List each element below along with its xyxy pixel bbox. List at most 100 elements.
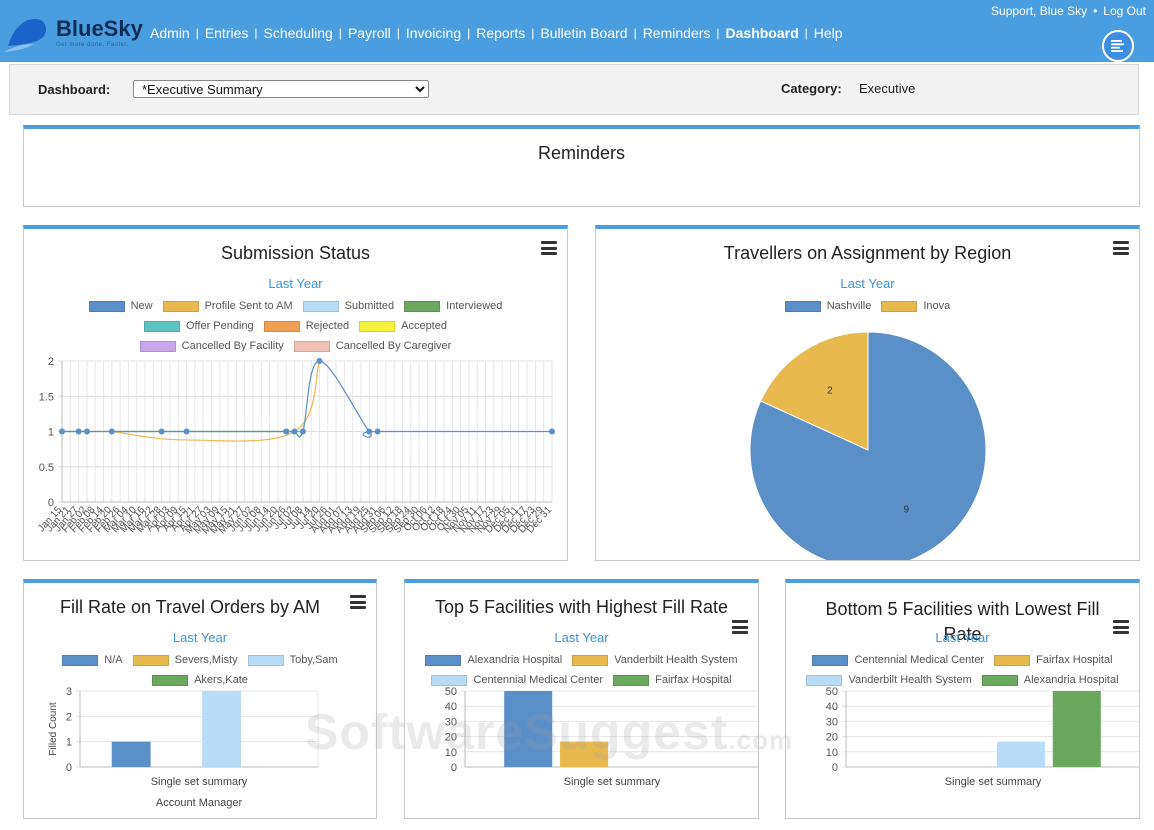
nav-scheduling[interactable]: Scheduling — [263, 25, 333, 41]
data-point[interactable] — [183, 428, 190, 435]
legend-swatch — [431, 674, 468, 686]
top5-facilities-subtitle: Last Year — [554, 630, 609, 645]
data-point[interactable] — [549, 428, 555, 435]
legend-item[interactable]: Vanderbilt Health System — [572, 650, 738, 670]
data-point[interactable] — [108, 428, 115, 435]
logout-link[interactable]: Log Out — [1103, 4, 1146, 18]
legend-item[interactable]: Profile Sent to AM — [162, 296, 293, 316]
dashboard-label: Dashboard: — [38, 82, 111, 97]
nav-separator: | — [633, 26, 637, 40]
series-line-profile-sent-to-am[interactable] — [111, 360, 321, 442]
data-point[interactable] — [158, 428, 165, 435]
legend-item[interactable]: Centennial Medical Center — [431, 670, 603, 690]
data-point[interactable] — [366, 428, 373, 435]
legend-label: Akers,Kate — [194, 674, 248, 686]
data-point[interactable] — [59, 428, 65, 435]
bar-vanderbilt-health-system[interactable] — [560, 741, 609, 767]
pie-value-label: 9 — [903, 505, 909, 516]
bar-alexandria-hospital[interactable] — [1052, 691, 1101, 767]
nav-invoicing[interactable]: Invoicing — [405, 25, 462, 41]
bluesky-logo-icon — [4, 19, 47, 52]
data-point[interactable] — [283, 428, 290, 435]
list-menu-button[interactable] — [1102, 30, 1134, 62]
legend-label: Inova — [923, 300, 951, 312]
bar-vanderbilt-health-system[interactable] — [996, 741, 1045, 767]
legend-item[interactable]: Severs,Misty — [132, 650, 238, 670]
y-tick-label: 2 — [48, 356, 54, 368]
bar-alexandria-hospital[interactable] — [504, 691, 553, 767]
nav-help[interactable]: Help — [813, 25, 843, 41]
legend-item[interactable]: Nashville — [784, 296, 872, 316]
top5-facilities-title: Top 5 Facilities with Highest Fill Rate — [434, 597, 729, 617]
nav-dashboard[interactable]: Dashboard — [725, 25, 799, 41]
nav-bulletin-board[interactable]: Bulletin Board — [540, 25, 628, 41]
bar-n-a[interactable] — [111, 741, 151, 767]
legend-swatch — [293, 340, 330, 352]
legend-item[interactable]: Fairfax Hospital — [613, 670, 732, 690]
nav-reports[interactable]: Reports — [476, 25, 526, 41]
legend-swatch — [881, 300, 918, 312]
chart-menu-icon[interactable] — [732, 620, 748, 634]
submission-status-panel: Submission Status Last Year New Profile S… — [23, 225, 568, 561]
nav-admin[interactable]: Admin — [150, 25, 190, 41]
legend-item[interactable]: Toby,Sam — [247, 650, 338, 670]
legend-item[interactable]: Accepted — [359, 316, 447, 336]
top5-facilities-bar-chart: 0 10 20 30 40 50 Single set summary — [445, 687, 758, 788]
bluesky-logo[interactable]: BlueSky Get more done. Faster. — [4, 14, 143, 54]
legend-item[interactable]: Cancelled By Facility — [139, 336, 284, 356]
legend-item[interactable]: Inova — [881, 296, 950, 316]
legend-label: Nashville — [826, 300, 872, 312]
separator-dot: • — [1093, 4, 1098, 18]
data-point[interactable] — [299, 428, 306, 435]
data-point[interactable] — [291, 428, 298, 435]
legend-item[interactable]: Submitted — [302, 296, 395, 316]
y-tick-label: 10 — [826, 747, 838, 759]
legend-item[interactable]: Cancelled By Caregiver — [293, 336, 451, 356]
legend-item[interactable]: Alexandria Hospital — [981, 670, 1119, 690]
chart-menu-icon[interactable] — [1113, 241, 1129, 255]
data-point[interactable] — [374, 428, 381, 435]
y-tick-label: 3 — [66, 687, 72, 698]
bar-toby-sam[interactable] — [202, 691, 242, 767]
series-line-new[interactable] — [62, 360, 552, 438]
y-tick-label: 20 — [826, 732, 838, 744]
legend-item[interactable]: Alexandria Hospital — [425, 650, 562, 670]
fill-rate-bar-chart: 0 1 2 3 Single set summary Account Manager Fil… — [48, 687, 319, 809]
nav-reminders[interactable]: Reminders — [642, 25, 711, 41]
data-point[interactable] — [316, 358, 323, 364]
legend-item[interactable]: New — [88, 296, 153, 316]
pie-slice-inova[interactable] — [760, 331, 869, 451]
legend-item[interactable]: Fairfax Hospital — [994, 650, 1113, 670]
fill-rate-subtitle: Last Year — [172, 630, 228, 645]
chart-menu-icon[interactable] — [350, 595, 366, 609]
legend-item[interactable]: Centennial Medical Center — [812, 650, 984, 670]
legend-item[interactable]: Vanderbilt Health System — [806, 670, 972, 690]
chart-menu-icon[interactable] — [1113, 620, 1129, 634]
legend-item[interactable]: Rejected — [263, 316, 349, 336]
data-point[interactable] — [75, 428, 82, 435]
nav-payroll[interactable]: Payroll — [347, 25, 391, 41]
bottom5-facilities-title: Bottom 5 Facilities with Lowest Fill Rat… — [825, 599, 1100, 644]
legend-label: Alexandria Hospital — [467, 654, 563, 666]
nav-entries[interactable]: Entries — [204, 25, 249, 41]
nav-separator: | — [531, 26, 535, 40]
top5-facilities-panel: Top 5 Facilities with Highest Fill Rate … — [404, 579, 759, 819]
top-navigation-bar: BlueSky Get more done. Faster. Admin | Ent… — [0, 0, 1154, 62]
travellers-title: Travellers on Assignment by Region — [723, 243, 1012, 263]
y-tick-label: 0.5 — [39, 462, 54, 474]
legend-item[interactable]: Interviewed — [404, 296, 502, 316]
legend-item[interactable]: Offer Pending — [144, 316, 254, 336]
user-name-link[interactable]: Support, Blue Sky — [991, 4, 1088, 18]
data-point[interactable] — [83, 428, 90, 435]
dashboard-select[interactable]: *Executive Summary — [133, 80, 429, 98]
legend-item[interactable]: Akers,Kate — [152, 670, 248, 690]
legend-label: Submitted — [344, 300, 395, 312]
list-menu-icon — [1111, 40, 1124, 52]
dashboard-selector-bar: Dashboard: *Executive Summary Category: … — [9, 64, 1139, 115]
fill-rate-legend: N/A Severs,Misty Toby,Sam Akers,Kate — [24, 650, 376, 690]
fill-rate-panel: Fill Rate on Travel Orders by AM Last Ye… — [23, 579, 377, 819]
chart-menu-icon[interactable] — [541, 241, 557, 255]
submission-status-title: Submission Status — [220, 243, 371, 263]
legend-swatch — [981, 674, 1018, 686]
legend-item[interactable]: N/A — [62, 650, 123, 670]
